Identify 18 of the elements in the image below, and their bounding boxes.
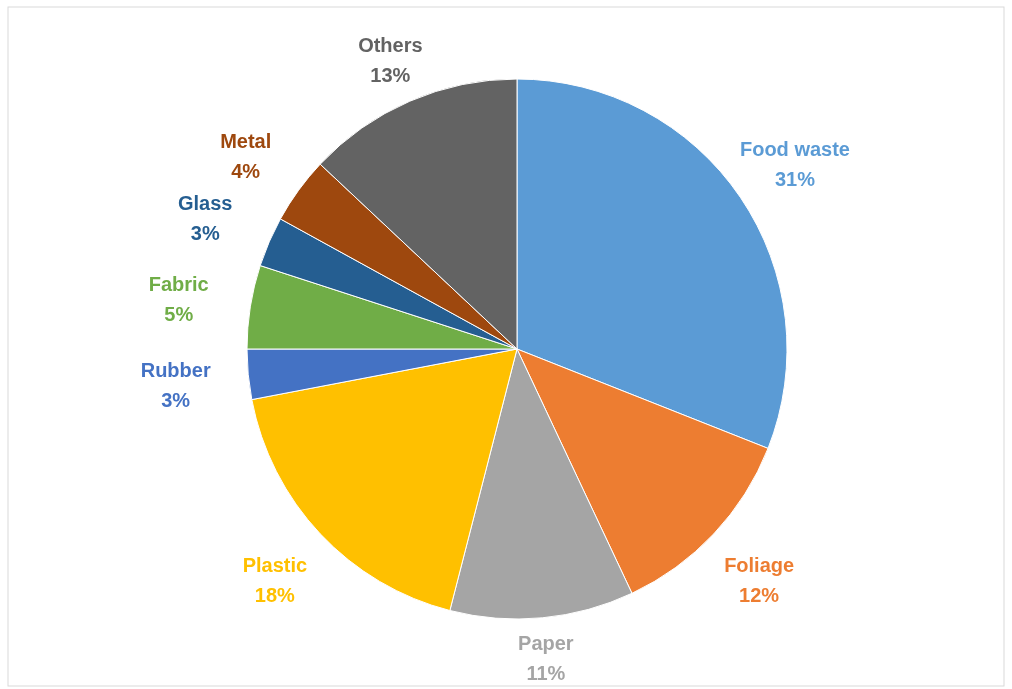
data-label: 5% xyxy=(164,303,194,326)
slice-label: Metal xyxy=(220,129,272,152)
data-label: 18% xyxy=(254,584,296,607)
slice-label: Plastic xyxy=(242,554,308,577)
data-label: 4% xyxy=(231,159,261,182)
data-label: 11% xyxy=(526,662,566,685)
data-label: 3% xyxy=(161,389,191,412)
data-label: 13% xyxy=(370,64,411,87)
slice-label: Fabric xyxy=(148,273,209,296)
slice-label: Rubber xyxy=(140,359,211,382)
data-label: 31% xyxy=(774,168,816,191)
slice-label: Paper xyxy=(518,632,574,655)
slice-label: Glass xyxy=(177,192,233,215)
slice-label: Others xyxy=(358,34,423,57)
data-label: 12% xyxy=(739,584,780,607)
data-label: 3% xyxy=(190,222,220,245)
slice-label: Food waste xyxy=(739,138,850,161)
slice-label: Foliage xyxy=(724,554,795,577)
